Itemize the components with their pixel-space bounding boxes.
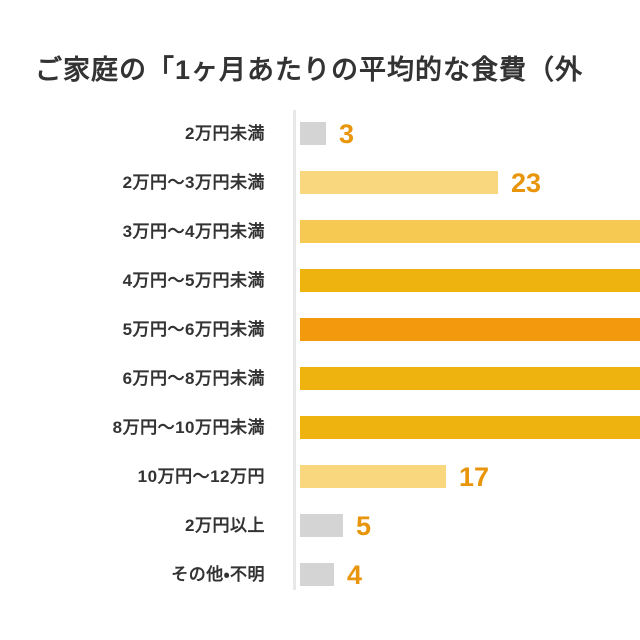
chart-row: 10万円〜12万円 17: [0, 462, 640, 492]
category-label: 5万円〜6万円未満: [122, 320, 265, 339]
chart-row: その他・不明 4: [0, 560, 640, 590]
category-label: 10万円〜12万円: [137, 467, 265, 486]
value-label: 4: [347, 560, 363, 590]
bar: [300, 416, 640, 439]
category-label: 2万円〜3万円未満: [122, 173, 265, 192]
value-label: 3: [339, 119, 355, 149]
bar: [300, 367, 640, 390]
category-label: その他・不明: [171, 565, 265, 584]
chart-row: 2万円〜3万円未満 23: [0, 168, 640, 198]
category-label: 2万円以上: [185, 516, 265, 535]
chart-row: 6万円〜8万円未満: [0, 367, 640, 390]
value-label: 5: [356, 511, 372, 541]
category-label: 3万円〜4万円未満: [122, 222, 265, 241]
value-label: 17: [459, 462, 490, 492]
bar: [300, 269, 640, 292]
bar: [300, 514, 343, 537]
bar: [300, 171, 498, 194]
chart-row: 2万円以上 5: [0, 511, 640, 541]
category-label: 6万円〜8万円未満: [122, 369, 265, 388]
chart-row: 3万円〜4万円未満: [0, 220, 640, 243]
chart-row: 4万円〜5万円未満: [0, 269, 640, 292]
axis-line: [293, 110, 296, 590]
bar: [300, 122, 326, 145]
category-label: 8万円〜10万円未満: [112, 418, 265, 437]
value-label: 23: [511, 168, 542, 198]
bar: [300, 318, 640, 341]
chart-row: 2万円未満 3: [0, 119, 640, 149]
chart-row: 5万円〜6万円未満: [0, 318, 640, 341]
chart-title: ご家庭の「1ヶ月あたりの平均的な食費（外: [35, 55, 584, 86]
chart-row: 8万円〜10万円未満: [0, 416, 640, 439]
bar: [300, 465, 446, 488]
bar: [300, 563, 334, 586]
bar: [300, 220, 640, 243]
category-label: 2万円未満: [185, 124, 265, 143]
category-label: 4万円〜5万円未満: [122, 271, 265, 290]
